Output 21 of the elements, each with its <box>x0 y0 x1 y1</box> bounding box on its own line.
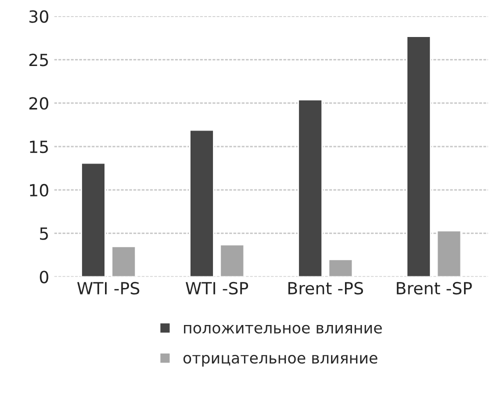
y-tick-label: 30 <box>29 10 48 23</box>
x-tick-label: Brent -SP <box>396 282 472 295</box>
y-tick-label: 15 <box>30 140 48 154</box>
bar <box>111 246 136 277</box>
bar <box>189 129 214 277</box>
y-tick-label: 0 <box>40 270 48 284</box>
bar <box>298 98 323 277</box>
bar <box>406 36 432 277</box>
y-tick-label: 10 <box>30 184 48 196</box>
legend-label: отрицательное влияние <box>183 354 378 367</box>
bar <box>219 244 245 277</box>
y-tick-label: 20 <box>29 97 48 110</box>
y-tick-label: 5 <box>40 228 48 240</box>
bar <box>328 258 354 277</box>
y-tick-label: 25 <box>29 54 48 66</box>
legend-label: положительное влияние <box>184 324 382 334</box>
bar <box>80 162 106 277</box>
x-tick-label: WTI -SP <box>186 282 248 295</box>
x-tick-label: Brent -PS <box>288 282 364 295</box>
bar <box>436 230 462 277</box>
x-tick-label: WTI -PS <box>77 282 140 295</box>
